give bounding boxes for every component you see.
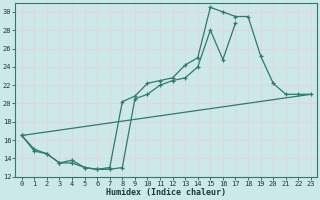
- X-axis label: Humidex (Indice chaleur): Humidex (Indice chaleur): [106, 188, 226, 197]
